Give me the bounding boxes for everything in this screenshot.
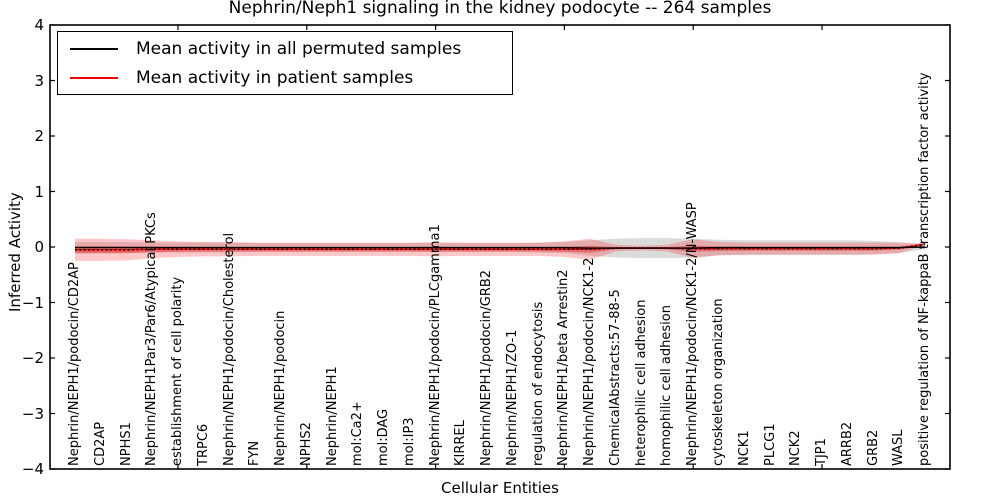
patient-line-swatch: [70, 76, 118, 79]
x-tick-label: positive regulation of NF-kappaB transcr…: [917, 72, 932, 466]
x-tick-label: FYN: [247, 440, 263, 466]
x-tick-label: Nephrin/NEPH1/podocin/NCK1-2: [582, 257, 598, 466]
x-tick-label: Nephrin/NEPH1/beta Arrestin2: [556, 269, 572, 467]
y-tick-label: −4: [21, 460, 44, 478]
x-tick-label: Nephrin/NEPH1/ZO-1: [504, 329, 520, 466]
y-tick-label: 0: [34, 238, 44, 256]
x-tick-label: regulation of endocytosis: [530, 301, 546, 466]
chart-title: Nephrin/Neph1 signaling in the kidney po…: [228, 0, 772, 18]
y-tick-label: 3: [34, 71, 44, 90]
x-tick-label: Nephrin/NEPH1/podocin: [273, 310, 289, 466]
y-tick-label: −1: [21, 293, 44, 312]
y-tick-label: 1: [34, 182, 44, 201]
x-tick-label: Nephrin/NEPH1: [324, 366, 340, 466]
x-tick-label: GRB2: [865, 429, 881, 466]
x-tick-label: Nephrin/NEPH1/podocin/GRB2: [479, 269, 495, 466]
x-tick-label: mol:DAG: [376, 408, 392, 466]
legend: Mean activity in all permuted samples Me…: [57, 31, 513, 95]
legend-entry-permuted: Mean activity in all permuted samples: [58, 35, 512, 63]
x-axis-label: Cellular Entities: [441, 479, 559, 497]
y-tick-label: −3: [21, 404, 44, 423]
x-tick-label: ARRB2: [839, 421, 855, 466]
legend-label-patient: Mean activity in patient samples: [136, 67, 414, 88]
y-tick-label: −2: [21, 349, 44, 367]
x-tick-label: WASL: [891, 429, 907, 466]
x-tick-label: Nephrin/NEPH1/podocin/PLCgamma1: [427, 224, 443, 466]
legend-entry-patient: Mean activity in patient samples: [58, 64, 512, 92]
x-tick-label: cytoskeleton organization: [710, 298, 726, 466]
permuted-line-swatch: [70, 47, 118, 50]
x-tick-label: homophilic cell adhesion: [659, 305, 675, 466]
y-tick-label: 4: [34, 16, 44, 34]
x-tick-label: NCK1: [736, 430, 752, 466]
legend-label-permuted: Mean activity in all permuted samples: [136, 38, 462, 59]
zero-dotted-line: [75, 243, 926, 251]
x-tick-label: Nephrin/NEPH1/podocin/Cholesterol: [221, 232, 237, 466]
x-tick-label: Nephrin/NEPH1/podocin/CD2AP: [67, 262, 82, 466]
x-tick-label: mol:Ca2+: [350, 401, 366, 466]
x-tick-label: NPHS2: [298, 422, 314, 466]
x-tick-label: Nephrin/NEPH1Par3/Par6/Atypical PKCs: [144, 212, 160, 466]
x-tick-label: TRPC6: [195, 423, 211, 466]
x-tick-label: KIRREL: [453, 420, 469, 466]
x-tick-label: TJP1: [814, 438, 829, 466]
y-tick-label: 2: [34, 127, 44, 145]
x-tick-label: NPHS1: [118, 422, 134, 466]
x-tick-label: NCK2: [788, 430, 804, 466]
x-tick-label: heterophilic cell adhesion: [633, 299, 649, 467]
permuted-mean-line: [75, 246, 926, 249]
x-tick-label: ChemicalAbstracts:57-88-5: [607, 289, 623, 466]
x-tick-label: PLCG1: [762, 423, 778, 466]
x-tick-label: CD2AP: [92, 421, 108, 466]
x-tick-label: Nephrin/NEPH1/podocin/NCK1-2/N-WASP: [685, 202, 701, 466]
x-tick-label: establishment of cell polarity: [170, 276, 185, 466]
x-tick-label: mol:IP3: [401, 417, 417, 466]
